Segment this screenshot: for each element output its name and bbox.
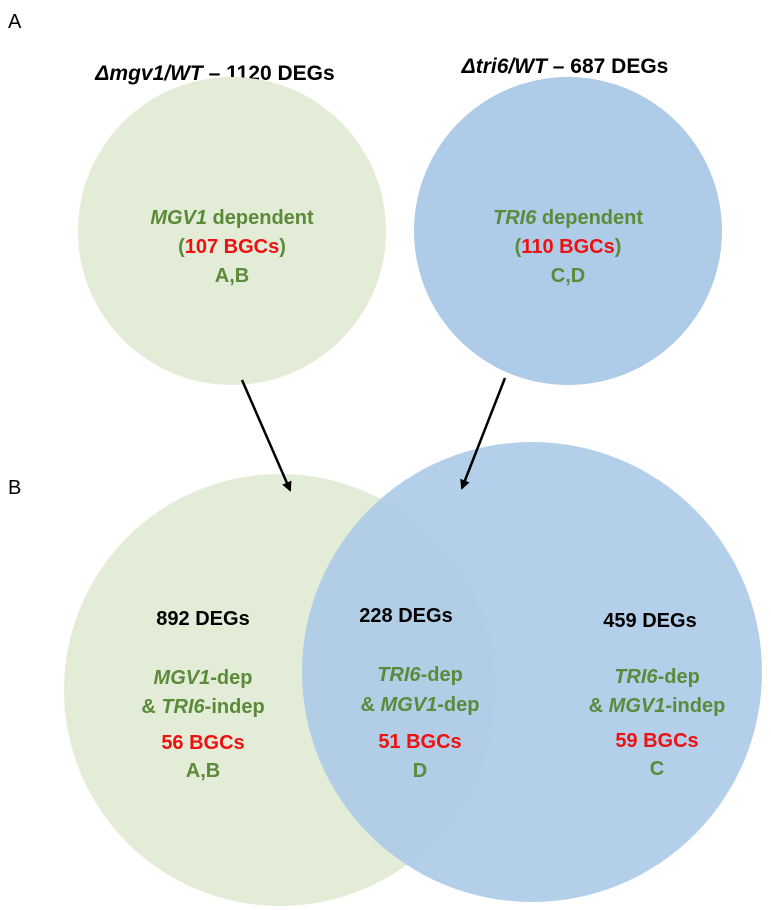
mgv1-word: dependent [207,207,314,229]
mgv1-circle [78,77,386,385]
left-region-degs: 892 DEGs [156,608,249,630]
right-region-line2: & MGV1-indep [589,695,726,717]
right-region-suffix2: -indep [665,695,725,717]
left-region-suffix1: -dep [210,667,252,689]
venn-right-circle [302,442,762,902]
right-region-suffix1: -dep [658,666,700,688]
tri6-word: dependent [536,207,643,229]
right-region-line1: TRI6-dep [614,666,700,688]
middle-region-letters: D [413,760,427,782]
tri6-header: Δtri6/WT – 687 DEGs [461,55,669,78]
middle-region-suffix2: -dep [437,694,479,716]
left-region-suffix2: -indep [205,696,265,718]
right-region-letters: C [650,758,664,780]
right-region-degs: 459 DEGs [603,610,696,632]
mgv1-gene: MGV1 [150,207,207,229]
left-region-line2: & TRI6-indep [141,696,264,718]
arrow-right [460,377,507,490]
left-region-line1: MGV1-dep [154,667,253,689]
right-region-bgcs: 59 BGCs [615,730,698,752]
middle-region-line2: & MGV1-dep [361,694,480,716]
tri6-header-genotype: Δtri6/WT [461,55,549,78]
tri6-header-dash: – [547,55,570,78]
mgv1-letters: A,B [215,265,249,287]
middle-region-degs: 228 DEGs [359,605,452,627]
left-region-amp: & [141,696,161,718]
middle-region-suffix1: -dep [421,664,463,686]
tri6-close-paren: ) [615,236,622,258]
tri6-open-paren: ( [515,236,522,258]
mgv1-close-paren: ) [279,236,286,258]
arrow-left [240,379,292,492]
tri6-circle [414,77,722,385]
middle-region-line1: TRI6-dep [377,664,463,686]
middle-region-amp: & [361,694,381,716]
mgv1-open-paren: ( [178,236,185,258]
tri6-dependent-label: TRI6 dependent [493,207,643,229]
tri6-letters: C,D [551,265,585,287]
middle-region-gene1: TRI6 [377,664,421,686]
left-region-gene1: MGV1 [154,667,211,689]
middle-region-gene2: MGV1 [381,694,438,716]
tri6-bgc-count: 110 BGCs [521,236,614,258]
mgv1-dependent-label: MGV1 dependent [150,207,314,229]
right-region-amp: & [589,695,609,717]
tri6-header-count: 687 DEGs [570,55,668,78]
panel-a-letter: A [8,11,22,33]
left-region-gene2: TRI6 [161,696,205,718]
panel-b-letter: B [8,477,21,499]
mgv1-bgc-label: (107 BGCs) [178,236,286,258]
tri6-bgc-label: (110 BGCs) [515,236,622,258]
mgv1-bgc-count: 107 BGCs [185,236,280,258]
left-region-letters: A,B [186,760,220,782]
right-region-gene1: TRI6 [614,666,658,688]
mgv1-header-genotype: Δmgv1/WT [94,62,205,85]
tri6-gene: TRI6 [493,207,537,229]
left-region-bgcs: 56 BGCs [161,732,244,754]
right-region-gene2: MGV1 [609,695,666,717]
middle-region-bgcs: 51 BGCs [378,731,461,753]
